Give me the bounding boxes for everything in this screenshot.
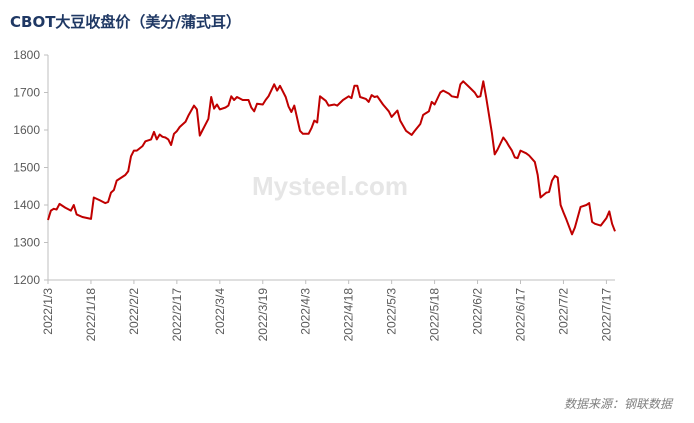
x-tick-label: 2022/6/2 xyxy=(471,288,485,335)
x-tick-label: 2022/7/17 xyxy=(599,288,613,342)
watermark: Mysteel.com xyxy=(252,171,408,201)
source: 数据来源：钢联数据 xyxy=(564,397,674,411)
x-tick-label: 2022/1/3 xyxy=(41,288,55,335)
x-tick-label: 2022/2/2 xyxy=(127,288,141,335)
y-tick-label: 1400 xyxy=(13,198,40,212)
x-tick-label: 2022/4/3 xyxy=(299,288,313,335)
x-tick-label: 2022/4/18 xyxy=(342,288,356,342)
x-tick-label: 2022/5/18 xyxy=(428,288,442,342)
y-tick-label: 1800 xyxy=(13,48,40,62)
price-line xyxy=(47,80,616,236)
y-tick-label: 1500 xyxy=(13,161,40,175)
x-tick-label: 2022/6/17 xyxy=(514,288,528,342)
x-tick-label: 2022/7/2 xyxy=(556,288,570,335)
y-tick-label: 1300 xyxy=(13,236,40,250)
y-tick-label: 1700 xyxy=(13,86,40,100)
x-tick-label: 2022/2/17 xyxy=(170,288,184,342)
y-tick-label: 1600 xyxy=(13,123,40,137)
x-tick-label: 2022/1/18 xyxy=(84,288,98,342)
x-tick-label: 2022/3/4 xyxy=(213,288,227,335)
y-tick-label: 1200 xyxy=(13,273,40,287)
chart-title: CBOT大豆收盘价（美分/蒲式耳） xyxy=(10,13,241,31)
x-tick-label: 2022/3/19 xyxy=(256,288,270,342)
x-tick-label: 2022/5/3 xyxy=(385,288,399,335)
